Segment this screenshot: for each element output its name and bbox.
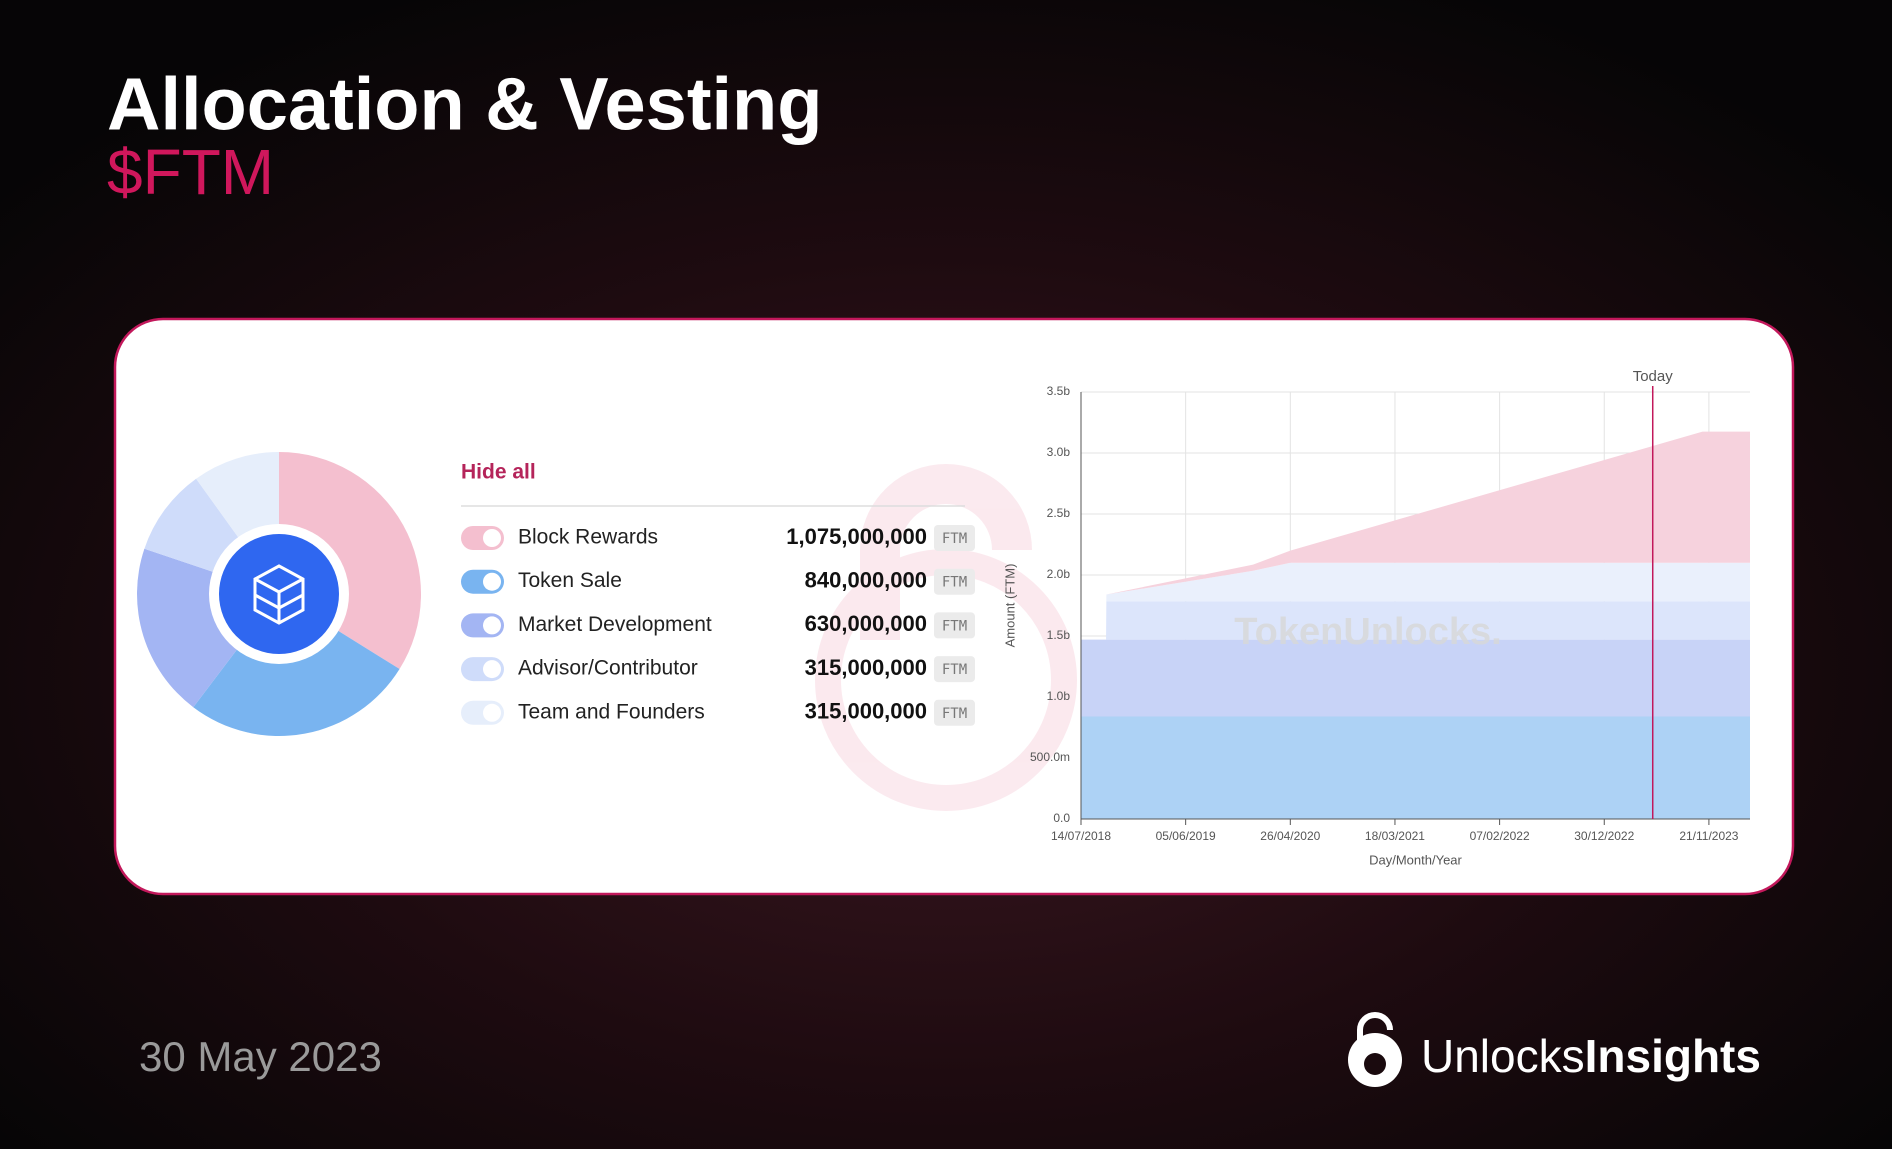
today-label: Today: [1633, 368, 1674, 385]
unit-badge: [934, 525, 975, 551]
y-tick-label: 3.0b: [1047, 445, 1071, 459]
unit-badge: [934, 656, 975, 683]
area: [1081, 639, 1750, 717]
x-tick-label: 14/07/2018: [1051, 829, 1111, 843]
x-tick-label: 05/06/2019: [1156, 829, 1216, 843]
x-tick-label: 21/11/2023: [1679, 829, 1738, 843]
legend-value: 840,000,000: [805, 568, 927, 593]
area: [1081, 716, 1750, 819]
y-axis-label: Amount (FTM): [1002, 564, 1017, 648]
donut: [136, 452, 421, 737]
toggle-knob[interactable]: [483, 660, 501, 679]
unit-label: FTM: [942, 531, 967, 547]
brand-logo: [1348, 1012, 1402, 1087]
toggle-knob[interactable]: [483, 616, 501, 635]
y-tick-label: 0.0: [1053, 811, 1070, 825]
x-tick-label: 30/12/2022: [1574, 829, 1634, 843]
area: [1081, 431, 1750, 640]
watermark: TokenUnlocks.: [1234, 611, 1501, 653]
vesting-chart: 0.0 500.0m 1.0b 1.5b 2.0b 2.5b 3.0b 3.5b 14/07/2…: [1002, 368, 1750, 867]
area: [1081, 601, 1750, 640]
y-tick-label: 3.5b: [1047, 384, 1071, 398]
x-tick-label: 07/02/2022: [1470, 829, 1530, 843]
unit-label: FTM: [942, 575, 967, 591]
toggle-knob[interactable]: [483, 572, 501, 591]
y-tick-label: 1.5b: [1047, 628, 1071, 642]
legend-label: Token Sale: [518, 569, 622, 592]
y-tick-label: 2.0b: [1047, 567, 1071, 581]
hide-all[interactable]: Hide all: [461, 461, 536, 484]
x-tick-label: 18/03/2021: [1365, 829, 1425, 843]
lock-watermark: [815, 464, 1077, 811]
legend-label: Team and Founders: [518, 700, 705, 723]
y-tick-label: 1.0b: [1047, 689, 1071, 703]
subtitle: $FTM: [107, 136, 274, 208]
legend-label: Advisor/Contributor: [518, 657, 698, 680]
unit-label: FTM: [942, 662, 967, 678]
legend-value: 1,075,000,000: [786, 524, 927, 549]
unit-badge: [934, 612, 975, 639]
toggle-knob[interactable]: [483, 529, 501, 547]
unit-label: FTM: [942, 706, 967, 722]
brand-light: Unlocks: [1421, 1030, 1585, 1082]
slice: [193, 594, 400, 737]
legend-label: Block Rewards: [518, 526, 658, 549]
brand-bold: Insights: [1585, 1030, 1761, 1082]
y-tick-label: 2.5b: [1047, 506, 1071, 520]
x-tick-label: 26/04/2020: [1260, 829, 1320, 843]
date: 30 May 2023: [139, 1033, 382, 1080]
unit-label: FTM: [942, 618, 967, 634]
legend-value: 315,000,000: [805, 655, 927, 680]
toggle-knob[interactable]: [483, 703, 501, 722]
brand: UnlocksInsights: [1421, 1030, 1761, 1082]
legend-value: 630,000,000: [805, 611, 927, 636]
y-tick-label: 500.0m: [1030, 750, 1070, 764]
legend: Block Rewards 1,075,000,000 FTM Token Sale 8…: [461, 524, 975, 726]
legend-label: Market Development: [518, 613, 712, 636]
unit-badge: [934, 568, 975, 595]
legend-value: 315,000,000: [805, 699, 927, 724]
title: Allocation & Vesting: [107, 63, 822, 146]
unit-badge: [934, 699, 975, 726]
x-axis-label: Day/Month/Year: [1369, 852, 1462, 867]
area: [1081, 562, 1750, 640]
logo-mark: [253, 564, 305, 625]
